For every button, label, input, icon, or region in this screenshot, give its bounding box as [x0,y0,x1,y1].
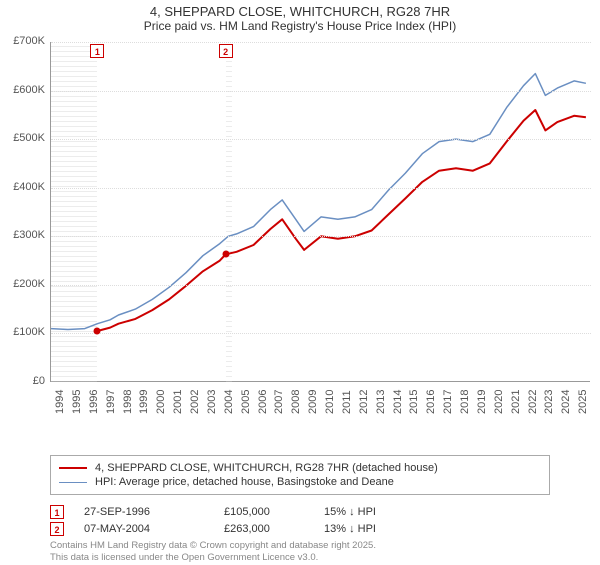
gridline [51,91,591,92]
x-tick-label: 2000 [155,390,167,414]
y-tick-label: £100K [5,326,45,338]
x-tick-label: 1996 [88,390,100,414]
gridline [51,188,591,189]
plot-area: 12 [50,42,590,382]
legend: 4, SHEPPARD CLOSE, WHITCHURCH, RG28 7HR … [50,455,550,495]
series-line-hpi [51,74,586,330]
chart-container: 4, SHEPPARD CLOSE, WHITCHURCH, RG28 7HR … [0,0,600,560]
data-point-dot [222,251,229,258]
y-tick-label: £200K [5,278,45,290]
x-tick-label: 2003 [206,390,218,414]
attribution: Contains HM Land Registry data © Crown c… [50,540,550,565]
series-line-property [97,110,586,331]
legend-swatch [59,467,87,469]
legend-label: 4, SHEPPARD CLOSE, WHITCHURCH, RG28 7HR … [95,462,438,474]
x-tick-label: 2022 [527,390,539,414]
x-tick-label: 2011 [341,390,353,414]
attribution-line: Contains HM Land Registry data © Crown c… [50,540,376,551]
x-tick-label: 2023 [543,390,555,414]
x-tick-label: 2024 [560,390,572,414]
gridline [51,42,591,43]
table-row: 1 27-SEP-1996 £105,000 15% ↓ HPI [50,505,550,519]
marker-badge: 2 [219,44,233,58]
legend-label: HPI: Average price, detached house, Basi… [95,476,394,488]
sale-date: 27-SEP-1996 [84,506,224,518]
x-tick-label: 2001 [172,390,184,414]
sale-pct: 15% ↓ HPI [324,506,444,518]
gridline [51,139,591,140]
x-tick-label: 2019 [476,390,488,414]
attribution-line: This data is licensed under the Open Gov… [50,552,318,563]
title-line-2: Price paid vs. HM Land Registry's House … [0,19,600,33]
marker-badge: 1 [50,505,64,519]
gridline [51,285,591,286]
x-tick-label: 2017 [442,390,454,414]
x-tick-label: 2020 [493,390,505,414]
x-tick-label: 1995 [71,390,83,414]
table-row: 2 07-MAY-2004 £263,000 13% ↓ HPI [50,522,550,536]
y-tick-label: £600K [5,84,45,96]
sale-price: £105,000 [224,506,324,518]
marker-badge: 1 [90,44,104,58]
legend-row: 4, SHEPPARD CLOSE, WHITCHURCH, RG28 7HR … [59,462,541,474]
y-tick-label: £0 [5,375,45,387]
y-tick-label: £400K [5,181,45,193]
legend-row: HPI: Average price, detached house, Basi… [59,476,541,488]
x-tick-label: 2021 [510,390,522,414]
gridline [51,236,591,237]
gridline [51,333,591,334]
x-tick-label: 2015 [408,390,420,414]
line-svg [51,42,591,382]
x-tick-label: 1994 [54,390,66,414]
x-tick-label: 1997 [105,390,117,414]
x-tick-label: 2018 [459,390,471,414]
data-point-dot [94,328,101,335]
x-tick-label: 2010 [324,390,336,414]
x-tick-label: 2002 [189,390,201,414]
marker-badge: 2 [50,522,64,536]
x-tick-label: 2008 [290,390,302,414]
sale-pct: 13% ↓ HPI [324,523,444,535]
x-tick-label: 2025 [577,390,589,414]
y-tick-label: £700K [5,35,45,47]
x-tick-label: 2016 [425,390,437,414]
x-tick-label: 2014 [392,390,404,414]
sale-date: 07-MAY-2004 [84,523,224,535]
x-tick-label: 1998 [122,390,134,414]
sale-table: 1 27-SEP-1996 £105,000 15% ↓ HPI 2 07-MA… [50,502,550,565]
y-tick-label: £500K [5,132,45,144]
chart-area: 12 £0£100K£200K£300K£400K£500K£600K£700K… [5,42,595,417]
x-tick-label: 2005 [240,390,252,414]
x-tick-label: 2009 [307,390,319,414]
x-tick-label: 2013 [375,390,387,414]
legend-swatch [59,482,87,483]
title-line-1: 4, SHEPPARD CLOSE, WHITCHURCH, RG28 7HR [0,4,600,19]
y-tick-label: £300K [5,229,45,241]
x-tick-label: 1999 [138,390,150,414]
x-tick-label: 2012 [358,390,370,414]
x-tick-label: 2006 [257,390,269,414]
sale-price: £263,000 [224,523,324,535]
title-block: 4, SHEPPARD CLOSE, WHITCHURCH, RG28 7HR … [0,0,600,35]
x-tick-label: 2004 [223,390,235,414]
x-tick-label: 2007 [273,390,285,414]
